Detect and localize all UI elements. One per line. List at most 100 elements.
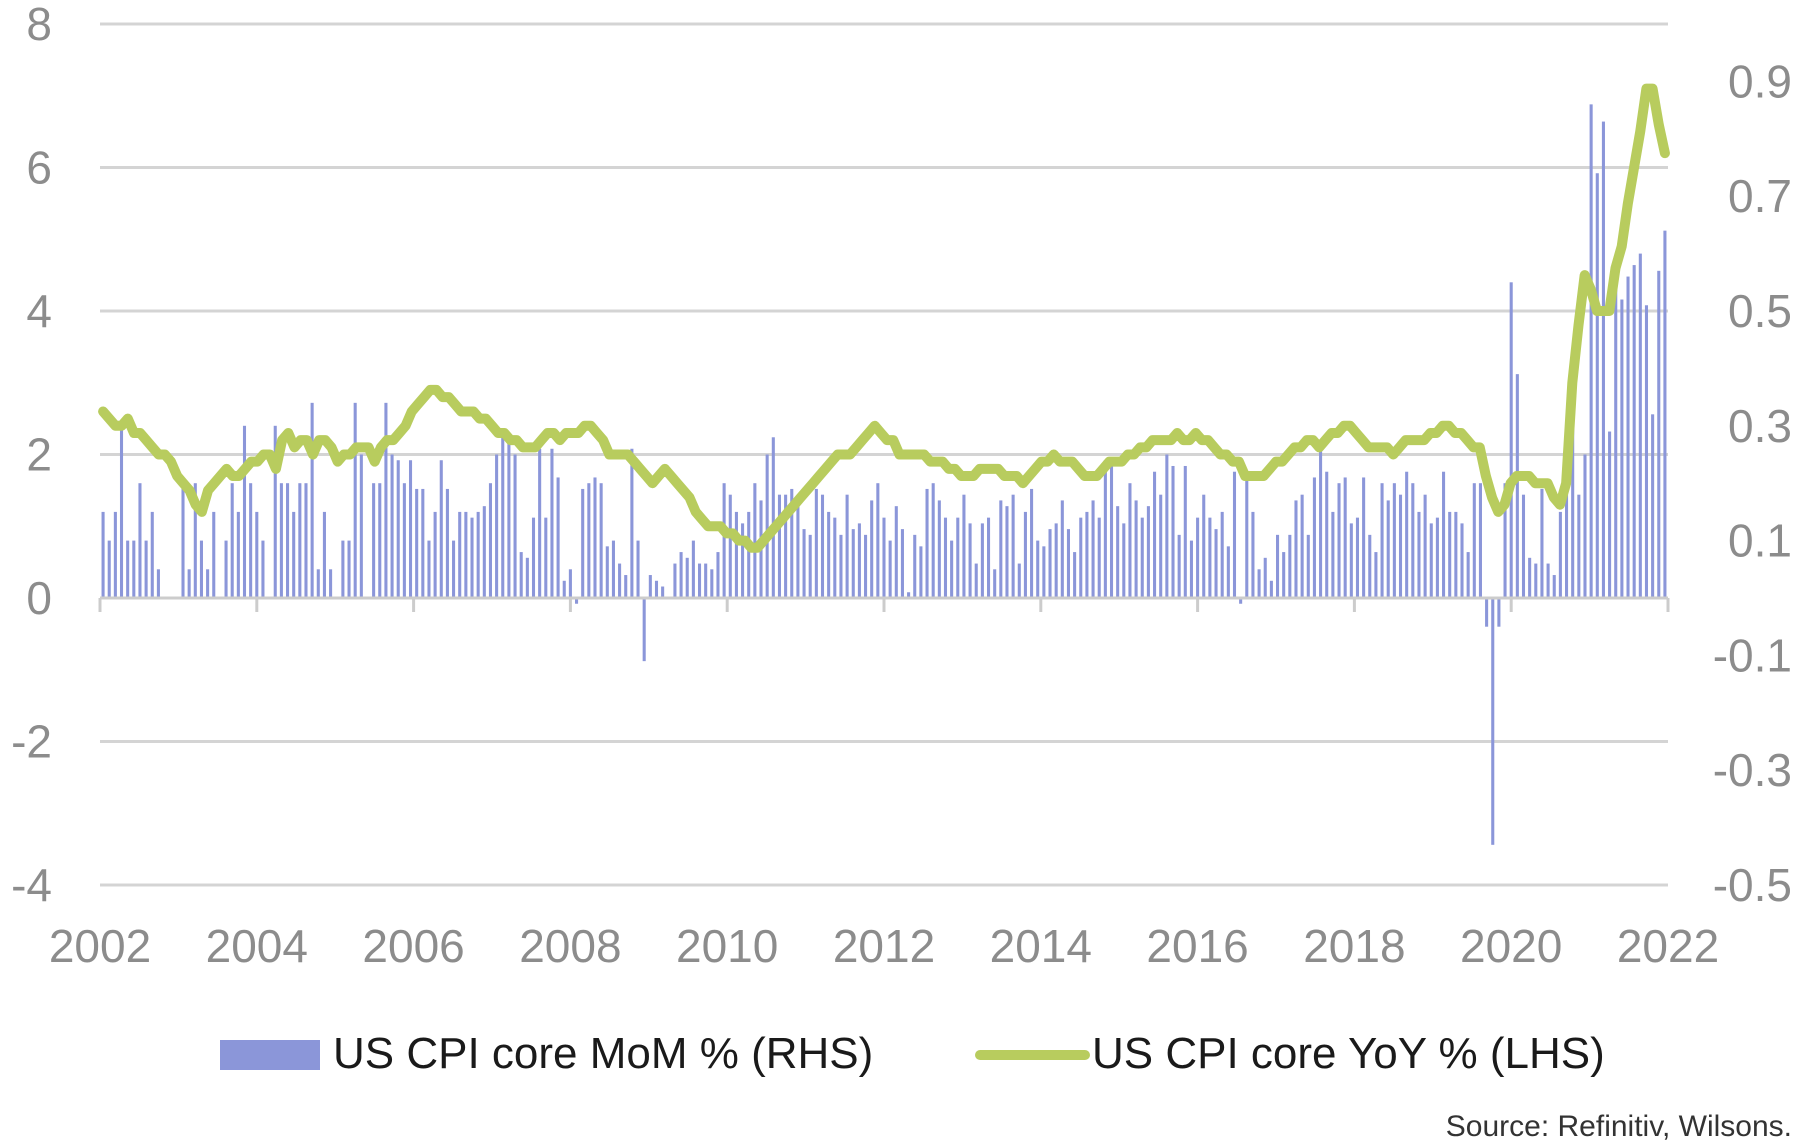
- mom-bar: [931, 483, 935, 598]
- mom-bar: [796, 500, 800, 598]
- mom-bar: [611, 540, 615, 598]
- mom-bar: [1257, 569, 1261, 598]
- mom-bar: [771, 437, 775, 598]
- mom-bar: [513, 454, 517, 598]
- mom-bar: [1349, 523, 1353, 598]
- left-tick-label: 8: [26, 0, 52, 50]
- mom-bar: [943, 517, 948, 598]
- mom-bar: [1534, 563, 1538, 598]
- mom-bar: [156, 569, 160, 598]
- mom-bar: [1171, 465, 1175, 598]
- right-tick-label: 0.5: [1728, 285, 1792, 337]
- mom-bar: [396, 460, 400, 598]
- mom-bar: [630, 448, 634, 598]
- mom-bar: [1196, 517, 1200, 598]
- mom-bar: [556, 477, 560, 598]
- right-tick-label: -0.3: [1713, 744, 1792, 796]
- mom-bar: [1282, 552, 1286, 598]
- mom-bar: [1048, 529, 1052, 598]
- mom-bar: [1386, 500, 1390, 598]
- mom-bar: [372, 483, 376, 598]
- mom-bar: [1491, 598, 1495, 845]
- mom-bar: [1288, 534, 1292, 598]
- right-tick-label: -0.5: [1713, 859, 1792, 911]
- left-tick-label: 0: [26, 572, 52, 624]
- mom-bar: [298, 483, 302, 598]
- mom-bar: [833, 517, 837, 598]
- mom-bar: [531, 517, 536, 598]
- mom-bar: [1030, 488, 1034, 598]
- x-tick-label: 2006: [362, 920, 464, 972]
- mom-bar: [919, 546, 923, 598]
- mom-bar: [1405, 471, 1409, 598]
- mom-bar: [685, 557, 689, 598]
- mom-bar: [1140, 517, 1144, 598]
- mom-bar: [550, 448, 554, 598]
- mom-bar: [242, 425, 247, 598]
- x-tick-label: 2012: [833, 920, 935, 972]
- mom-bar: [286, 483, 290, 598]
- mom-bar: [1374, 552, 1378, 598]
- mom-bar: [1202, 494, 1206, 598]
- mom-bar: [1614, 265, 1618, 598]
- mom-bar: [882, 517, 886, 598]
- mom-bar: [605, 546, 609, 598]
- right-tick-label: 0.9: [1728, 55, 1792, 107]
- mom-bar: [384, 402, 388, 598]
- mom-bar: [119, 420, 124, 598]
- right-tick-label: 0.7: [1728, 170, 1792, 222]
- mom-bar: [415, 488, 419, 598]
- mom-bar: [618, 563, 622, 598]
- mom-bar: [636, 540, 640, 598]
- right-tick-label: 0.3: [1728, 400, 1792, 452]
- mom-bar: [464, 511, 468, 598]
- legend-bar-swatch: [220, 1040, 320, 1070]
- x-tick-label: 2002: [49, 920, 151, 972]
- mom-bar: [1546, 563, 1550, 598]
- mom-bar: [716, 552, 720, 598]
- mom-bar: [1263, 557, 1267, 598]
- mom-bar: [378, 483, 382, 598]
- mom-bar: [212, 511, 216, 598]
- mom-bar: [1312, 477, 1316, 598]
- mom-bar: [568, 569, 572, 598]
- mom-bar: [599, 483, 603, 598]
- mom-bar: [1398, 494, 1403, 598]
- left-axis-ticks: 8 6 4 2 0 -2 -4: [11, 0, 52, 911]
- mom-bar: [150, 511, 154, 598]
- mom-bar: [1232, 471, 1237, 598]
- mom-bar: [1079, 517, 1083, 598]
- mom-bar: [1073, 552, 1077, 598]
- mom-bar: [1300, 494, 1304, 598]
- mom-bar: [206, 569, 210, 598]
- mom-bar: [1632, 265, 1636, 598]
- left-tick-label: 2: [26, 429, 52, 481]
- yoy-line: [98, 83, 1670, 553]
- x-tick-label: 2018: [1303, 920, 1405, 972]
- mom-bar: [439, 460, 443, 598]
- mom-bar: [1503, 483, 1507, 598]
- mom-bar: [1558, 511, 1562, 598]
- mom-bar: [501, 431, 505, 598]
- mom-bar: [1183, 465, 1187, 598]
- mom-bar: [476, 511, 480, 598]
- mom-bar: [341, 540, 345, 598]
- mom-bar: [1239, 598, 1243, 604]
- mom-bar: [408, 460, 413, 598]
- mom-bar: [1657, 270, 1661, 598]
- mom-bar: [1472, 483, 1476, 598]
- mom-bar: [1165, 454, 1169, 598]
- mom-bar: [113, 511, 117, 598]
- mom-bar: [544, 517, 548, 598]
- x-tick-label: 2004: [206, 920, 308, 972]
- mom-bar: [236, 511, 240, 598]
- mom-bar: [1644, 305, 1649, 598]
- mom-bar: [261, 540, 265, 598]
- mom-bar: [1085, 511, 1089, 598]
- mom-bar: [1276, 534, 1280, 598]
- mom-bar: [974, 563, 978, 598]
- right-axis-ticks: 0.9 0.7 0.5 0.3 0.1 -0.1 -0.3 -0.5: [1713, 55, 1792, 911]
- mom-bar: [421, 488, 425, 598]
- mom-bar: [1571, 425, 1575, 598]
